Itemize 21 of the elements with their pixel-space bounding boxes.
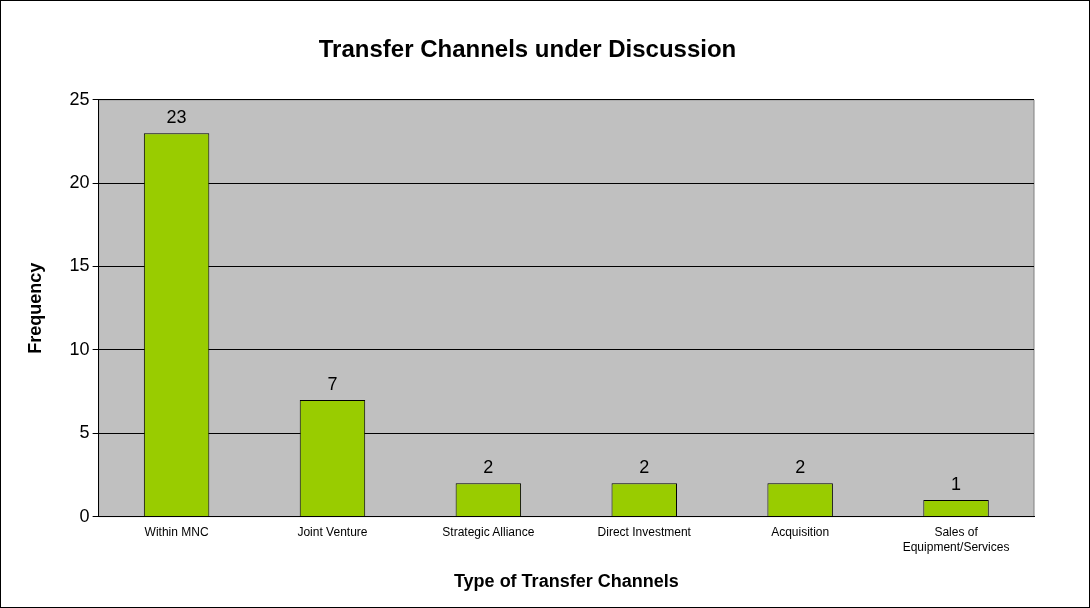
y-tick-label: 20: [69, 172, 90, 193]
data-label: 2: [639, 457, 650, 478]
y-tick-label: 15: [69, 255, 90, 276]
x-tick-label: Joint Venture: [297, 525, 368, 540]
data-label: 23: [166, 107, 187, 128]
x-axis-title: Type of Transfer Channels: [453, 571, 679, 592]
y-axis-title: Frequency: [24, 262, 45, 354]
y-tick-label: 25: [69, 88, 90, 109]
y-tick-label: 0: [79, 505, 90, 526]
data-label: 1: [951, 473, 962, 494]
data-label: 7: [327, 373, 338, 394]
x-tick-label: Sales of Equipment/Services: [902, 525, 1010, 554]
x-tick-label: Strategic Alliance: [442, 525, 535, 540]
x-tick-label: Acquisition: [771, 525, 830, 540]
data-label: 2: [483, 457, 494, 478]
y-tick-label: 5: [79, 422, 90, 443]
x-tick-label: Within MNC: [144, 525, 209, 540]
data-label: 2: [795, 457, 806, 478]
chart-title: Transfer Channels under Discussion: [318, 35, 737, 63]
y-tick-label: 10: [69, 338, 90, 359]
x-tick-label: Direct Investment: [597, 525, 692, 540]
